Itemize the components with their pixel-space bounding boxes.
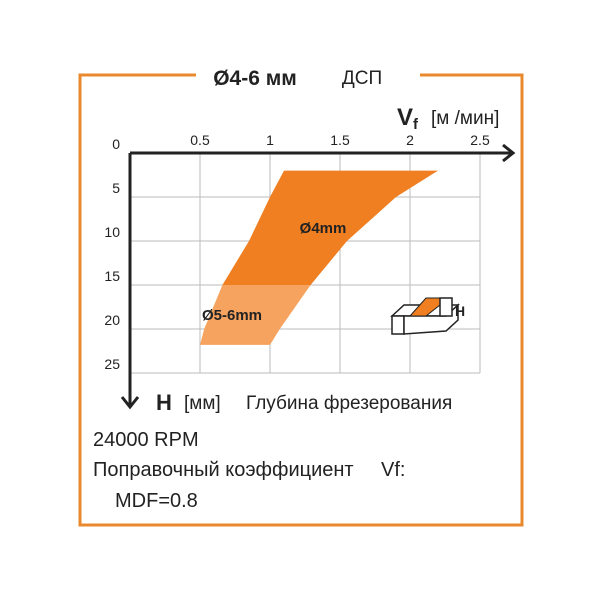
note-factor: Поправочный коэффициент [93,459,354,481]
note-mdf: MDF=0.8 [115,490,198,512]
x-tick-label: 1.5 [330,132,350,148]
y-tick-label: 15 [104,268,120,284]
y-axis-label: H [мм] Глубина фрезерования [156,390,452,415]
y-label-symbol: H [156,390,172,415]
region-label: Ø5-6mm [202,307,262,324]
x-arrow [502,143,516,163]
x-tick-label: 0.5 [190,132,210,148]
y-tick-label: 10 [104,224,120,240]
y-tick-label: 0 [112,136,120,152]
x-tick-label: 1 [266,132,274,148]
x-label-sub: f [413,116,419,133]
y-tick-label: 25 [104,356,120,372]
chart-title: Ø4-6 мм [213,67,297,90]
y-tick-label: 5 [112,180,120,196]
y-tick-label: 20 [104,312,120,328]
note-factor-symbol: Vf: [381,459,405,481]
note-rpm: 24000 RPM [93,429,199,451]
range-area [200,285,311,345]
y-label-unit: [мм] [184,393,221,414]
x-label-unit: [м /мин] [431,108,499,129]
icon-label: H [455,303,465,319]
x-label-symbol: V [397,104,413,131]
axes [120,143,516,410]
chart-subtitle: ДСП [342,68,382,89]
range-area [222,170,438,285]
x-tick-label: 2 [406,132,414,148]
y-arrow [120,396,140,410]
x-axis-label: V f [м /мин] [397,104,499,133]
icon: H [390,297,465,335]
y-label-text: Глубина фрезерования [246,393,452,414]
frame [78,73,524,527]
region-label: Ø4mm [300,220,347,237]
x-tick-label: 2.5 [470,132,490,148]
plot: 0.5 1 1.5 2 2.5 0 5 10 15 20 25 Ø4mm Ø5-6mm [104,132,490,374]
